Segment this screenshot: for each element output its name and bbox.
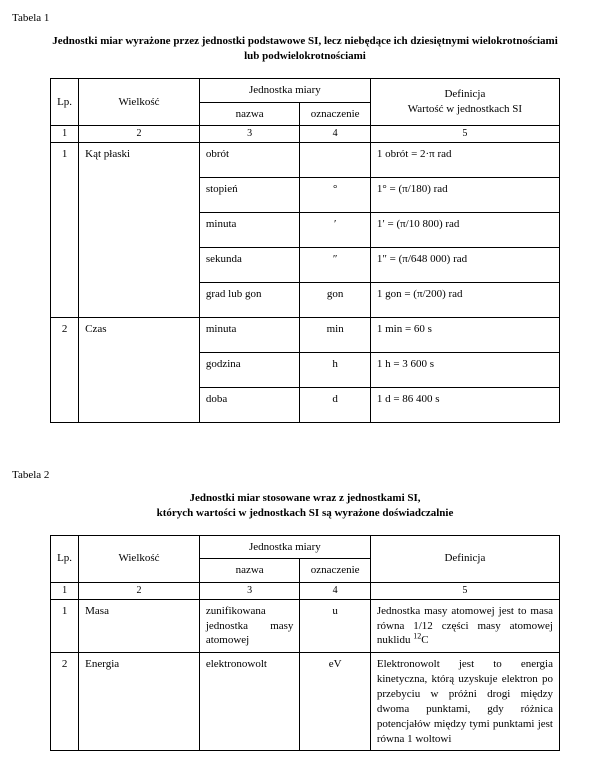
colnum: 4 bbox=[300, 126, 370, 143]
table2-wrap: Lp. Wielkość Jednostka miary Definicja n… bbox=[12, 535, 598, 752]
cell-nazwa: zunifikowana jednostka masy atomowej bbox=[199, 599, 300, 653]
table1-title-line2: lub podwielokrotnościami bbox=[244, 50, 366, 62]
cell-def: 1 gon = (π/200) rad bbox=[370, 282, 559, 317]
cell-lp: 1 bbox=[51, 142, 79, 317]
colnum: 4 bbox=[300, 583, 370, 600]
th-definicja: Definicja bbox=[370, 535, 559, 583]
table-row: 2 Czas minuta min 1 min = 60 s bbox=[51, 317, 560, 352]
th-def-l2: Wartość w jednostkach SI bbox=[408, 103, 522, 115]
cell-ozn: ′ bbox=[300, 212, 370, 247]
colnum: 3 bbox=[199, 583, 300, 600]
table1-title: Jednostki miar wyrażone przez jednostki … bbox=[12, 34, 598, 64]
cell-wielkosc: Kąt płaski bbox=[79, 142, 200, 317]
table1-label: Tabela 1 bbox=[12, 12, 598, 24]
cell-ozn: gon bbox=[300, 282, 370, 317]
cell-ozn: u bbox=[300, 599, 370, 653]
cell-def: 1′ = (π/10 800) rad bbox=[370, 212, 559, 247]
cell-def: 1 d = 86 400 s bbox=[370, 387, 559, 422]
table2-colnum-row: 1 2 3 4 5 bbox=[51, 583, 560, 600]
cell-nazwa: doba bbox=[199, 387, 300, 422]
cell-wielkosc: Energia bbox=[79, 653, 200, 751]
cell-ozn: min bbox=[300, 317, 370, 352]
cell-ozn: ″ bbox=[300, 247, 370, 282]
cell-def: 1° = (π/180) rad bbox=[370, 177, 559, 212]
th-jednostka: Jednostka miary bbox=[199, 78, 370, 102]
cell-lp: 2 bbox=[51, 317, 79, 422]
colnum: 5 bbox=[370, 126, 559, 143]
th-lp: Lp. bbox=[51, 78, 79, 126]
colnum: 2 bbox=[79, 126, 200, 143]
th-wielkosc: Wielkość bbox=[79, 78, 200, 126]
table-row: 1 Kąt płaski obrót 1 obrót = 2·π rad bbox=[51, 142, 560, 177]
cell-nazwa: sekunda bbox=[199, 247, 300, 282]
cell-nazwa: minuta bbox=[199, 212, 300, 247]
th-nazwa: nazwa bbox=[199, 559, 300, 583]
table2-title-line2: których wartości w jednostkach SI są wyr… bbox=[157, 507, 454, 519]
cell-def: 1″ = (π/648 000) rad bbox=[370, 247, 559, 282]
table-row: 1 Masa zunifikowana jednostka masy atomo… bbox=[51, 599, 560, 653]
th-oznaczenie: oznaczenie bbox=[300, 102, 370, 126]
table1: Lp. Wielkość Jednostka miary Definicja W… bbox=[50, 78, 560, 423]
table1-colnum-row: 1 2 3 4 5 bbox=[51, 126, 560, 143]
colnum: 5 bbox=[370, 583, 559, 600]
table1-title-line1: Jednostki miar wyrażone przez jednostki … bbox=[52, 35, 558, 47]
cell-def: Elektronowolt jest to energia kinetyczna… bbox=[370, 653, 559, 751]
th-oznaczenie: oznaczenie bbox=[300, 559, 370, 583]
cell-nazwa: stopień bbox=[199, 177, 300, 212]
colnum: 1 bbox=[51, 126, 79, 143]
table2-label: Tabela 2 bbox=[12, 469, 598, 481]
cell-nazwa: grad lub gon bbox=[199, 282, 300, 317]
th-lp: Lp. bbox=[51, 535, 79, 583]
cell-def: 1 h = 3 600 s bbox=[370, 352, 559, 387]
colnum: 2 bbox=[79, 583, 200, 600]
table1-header-row1: Lp. Wielkość Jednostka miary Definicja W… bbox=[51, 78, 560, 102]
cell-def: Jednostka masy atomowej jest to masa rów… bbox=[370, 599, 559, 653]
cell-nazwa: godzina bbox=[199, 352, 300, 387]
th-jednostka: Jednostka miary bbox=[199, 535, 370, 559]
cell-ozn bbox=[300, 142, 370, 177]
cell-ozn: d bbox=[300, 387, 370, 422]
cell-nazwa: obrót bbox=[199, 142, 300, 177]
cell-nazwa: elektronowolt bbox=[199, 653, 300, 751]
table2-header-row1: Lp. Wielkość Jednostka miary Definicja bbox=[51, 535, 560, 559]
table2-title: Jednostki miar stosowane wraz z jednostk… bbox=[12, 491, 598, 521]
th-definicja: Definicja Wartość w jednostkach SI bbox=[370, 78, 559, 126]
th-nazwa: nazwa bbox=[199, 102, 300, 126]
cell-wielkosc: Czas bbox=[79, 317, 200, 422]
cell-def: 1 obrót = 2·π rad bbox=[370, 142, 559, 177]
th-wielkosc: Wielkość bbox=[79, 535, 200, 583]
cell-lp: 1 bbox=[51, 599, 79, 653]
table-row: 2 Energia elektronowolt eV Elektronowolt… bbox=[51, 653, 560, 751]
table2: Lp. Wielkość Jednostka miary Definicja n… bbox=[50, 535, 560, 752]
cell-def: 1 min = 60 s bbox=[370, 317, 559, 352]
colnum: 3 bbox=[199, 126, 300, 143]
cell-nazwa: minuta bbox=[199, 317, 300, 352]
cell-lp: 2 bbox=[51, 653, 79, 751]
table2-title-line1: Jednostki miar stosowane wraz z jednostk… bbox=[189, 492, 420, 504]
table1-wrap: Lp. Wielkość Jednostka miary Definicja W… bbox=[12, 78, 598, 423]
cell-ozn: ° bbox=[300, 177, 370, 212]
colnum: 1 bbox=[51, 583, 79, 600]
cell-ozn: h bbox=[300, 352, 370, 387]
cell-ozn: eV bbox=[300, 653, 370, 751]
th-def-l1: Definicja bbox=[444, 88, 485, 100]
cell-wielkosc: Masa bbox=[79, 599, 200, 653]
